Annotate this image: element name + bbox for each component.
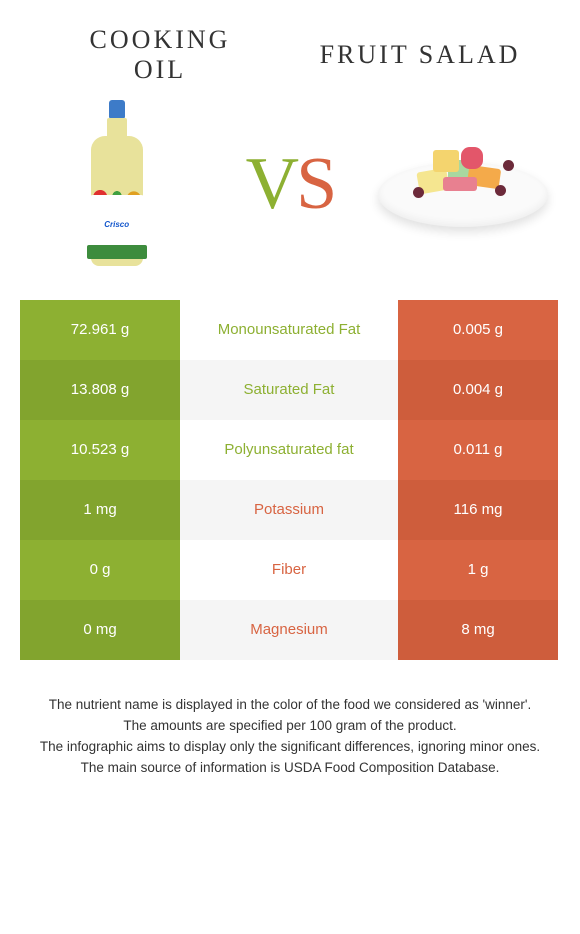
left-image: Crisco: [27, 100, 207, 270]
table-row: 10.523 gPolyunsaturated fat0.011 g: [20, 420, 560, 480]
left-value: 0 mg: [20, 600, 180, 660]
right-image: [373, 140, 553, 230]
left-value: 13.808 g: [20, 360, 180, 420]
left-title-line1: COOKING: [90, 25, 231, 54]
left-value: 10.523 g: [20, 420, 180, 480]
right-value: 0.011 g: [398, 420, 558, 480]
footer-line-3: The infographic aims to display only the…: [12, 737, 568, 758]
table-row: 13.808 gSaturated Fat0.004 g: [20, 360, 560, 420]
right-value: 8 mg: [398, 600, 558, 660]
nutrient-label: Fiber: [180, 540, 398, 600]
right-value: 1 g: [398, 540, 558, 600]
right-title: FRUIT SALAD: [303, 40, 537, 70]
left-value: 0 g: [20, 540, 180, 600]
table-row: 72.961 gMonounsaturated Fat0.005 g: [20, 300, 560, 360]
table-row: 0 gFiber1 g: [20, 540, 560, 600]
vs-s: S: [296, 143, 334, 225]
table-row: 1 mgPotassium116 mg: [20, 480, 560, 540]
right-value: 116 mg: [398, 480, 558, 540]
nutrient-label: Monounsaturated Fat: [180, 300, 398, 360]
footer-line-2: The amounts are specified per 100 gram o…: [12, 716, 568, 737]
footer-line-4: The main source of information is USDA F…: [12, 758, 568, 779]
nutrient-label: Saturated Fat: [180, 360, 398, 420]
left-title-line2: OIL: [134, 55, 186, 84]
nutrient-label: Polyunsaturated fat: [180, 420, 398, 480]
nutrient-label: Magnesium: [180, 600, 398, 660]
footer-notes: The nutrient name is displayed in the co…: [0, 695, 580, 779]
right-value: 0.005 g: [398, 300, 558, 360]
comparison-table: 72.961 gMonounsaturated Fat0.005 g13.808…: [20, 300, 560, 660]
vs-v: V: [246, 143, 296, 225]
footer-line-1: The nutrient name is displayed in the co…: [12, 695, 568, 716]
nutrient-label: Potassium: [180, 480, 398, 540]
right-value: 0.004 g: [398, 360, 558, 420]
left-value: 72.961 g: [20, 300, 180, 360]
left-value: 1 mg: [20, 480, 180, 540]
table-row: 0 mgMagnesium8 mg: [20, 600, 560, 660]
vs-label: VS: [220, 142, 360, 227]
